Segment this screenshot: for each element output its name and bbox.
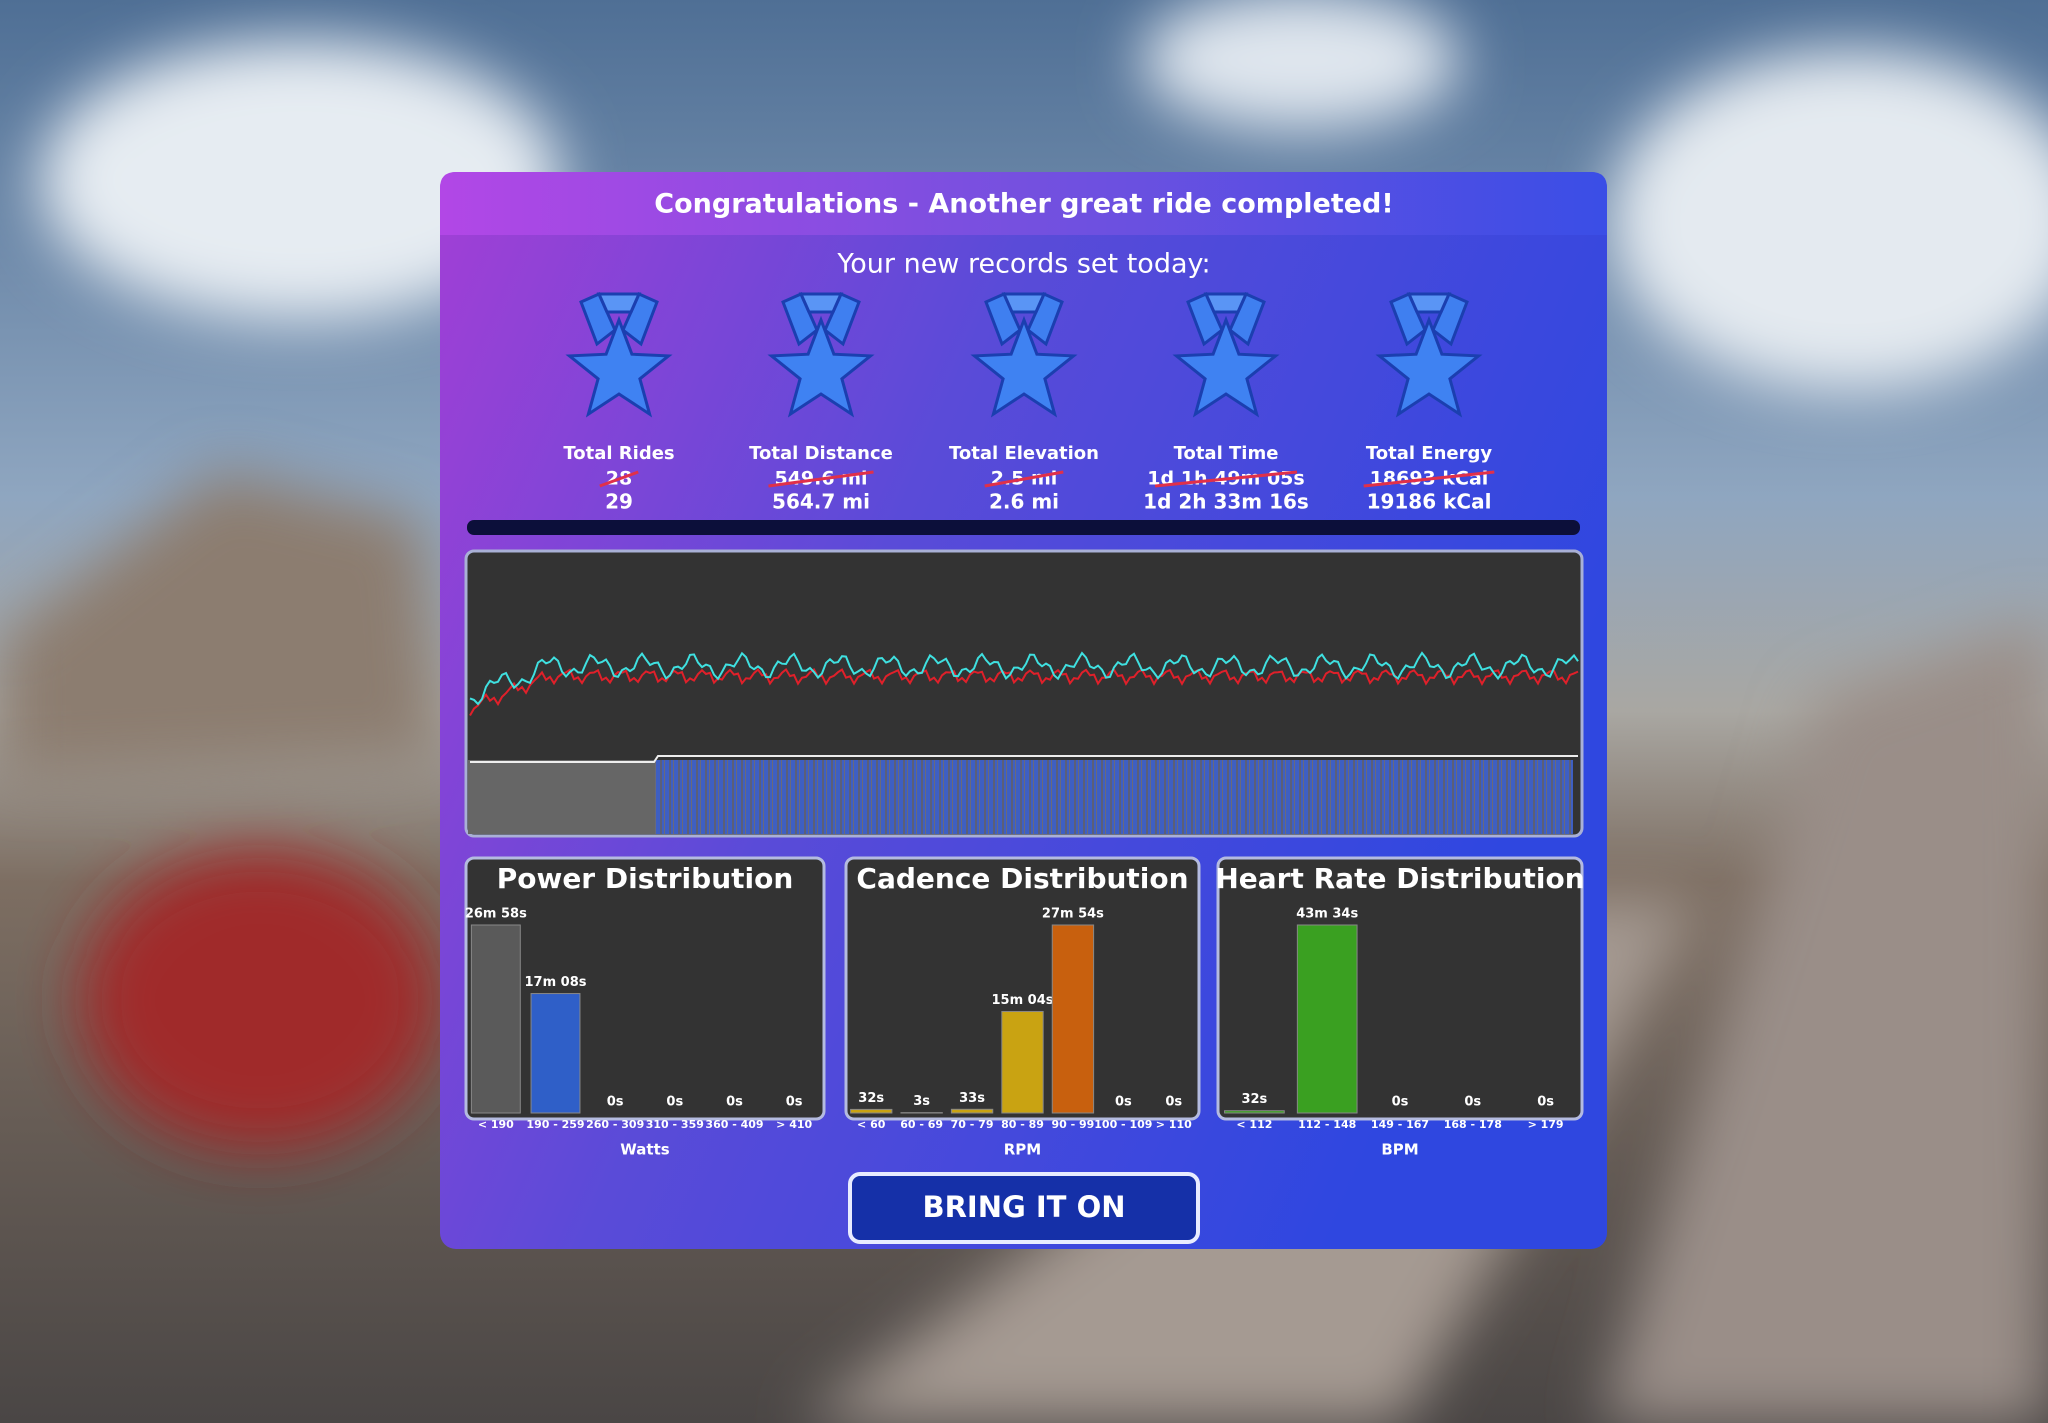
power-trace — [469, 651, 1579, 706]
bar-value-label: 33s — [959, 1091, 985, 1106]
elevation-profile — [655, 760, 1573, 834]
category-label: 80 - 89 — [1001, 1118, 1044, 1131]
category-label: 149 - 167 — [1371, 1118, 1429, 1131]
category-label: > 110 — [1156, 1118, 1192, 1131]
category-label: < 112 — [1236, 1118, 1272, 1131]
chart-title: Power Distribution — [497, 862, 794, 895]
bar-value-label: 15m 04s — [992, 993, 1054, 1008]
bar-value-label: 17m 08s — [525, 975, 587, 990]
record-label: Total Rides — [563, 443, 674, 464]
bar-value-label: 0s — [786, 1095, 803, 1110]
bar-value-label: 0s — [1537, 1095, 1554, 1110]
bar-value-label: 32s — [1241, 1092, 1267, 1107]
strikethrough — [984, 470, 1064, 488]
category-label: 112 - 148 — [1298, 1118, 1356, 1131]
category-label: 190 - 259 — [526, 1118, 584, 1131]
distribution-chart: Power Distribution 26m 58s < 190 17m 08s 190… — [464, 856, 826, 1159]
bar — [530, 993, 581, 1114]
bar — [850, 1108, 893, 1114]
distribution-chart: Cadence Distribution 32s < 60 3s 60 - 69 33s 7… — [844, 856, 1201, 1159]
bar-value-label: 26m 58s — [465, 907, 527, 922]
category-label: 90 - 99 — [1052, 1118, 1095, 1131]
strikethrough — [1154, 470, 1298, 488]
bar-value-label: 27m 54s — [1042, 907, 1104, 922]
category-label: < 60 — [857, 1118, 886, 1131]
bring-it-on-button[interactable] — [848, 1172, 1200, 1244]
category-label: > 410 — [776, 1118, 812, 1131]
record-new-value: 564.7 mi — [772, 490, 870, 514]
category-label: < 190 — [478, 1118, 514, 1131]
bar-value-label: 0s — [1464, 1095, 1481, 1110]
bar — [1296, 924, 1358, 1114]
record-label: Total Elevation — [949, 443, 1099, 464]
ride-graph — [464, 549, 1584, 838]
chart-title: Cadence Distribution — [856, 862, 1188, 895]
category-label: > 179 — [1528, 1118, 1564, 1131]
category-label: 60 - 69 — [900, 1118, 943, 1131]
record-label: Total Distance — [749, 443, 893, 464]
record-new-value: 1d 2h 33m 16s — [1143, 490, 1309, 514]
record-new-value: 2.6 mi — [989, 490, 1059, 514]
record-new-value: 29 — [605, 490, 633, 514]
bar-value-label: 0s — [1115, 1095, 1132, 1110]
elevation-start — [468, 760, 655, 834]
distribution-charts: Power Distribution 26m 58s < 190 17m 08s 190… — [464, 856, 1585, 1159]
category-label: 70 - 79 — [951, 1118, 994, 1131]
bar — [470, 924, 521, 1114]
chart-frame — [844, 856, 1201, 1121]
elevation-trace — [470, 755, 1578, 763]
bar-value-label: 3s — [913, 1094, 930, 1109]
chart-title: Heart Rate Distribution — [1215, 862, 1584, 895]
bar-value-label: 0s — [607, 1095, 624, 1110]
header-title: Congratulations - Another great ride com… — [654, 189, 1393, 220]
bar-value-label: 0s — [666, 1095, 683, 1110]
strikethrough — [768, 470, 874, 488]
bar — [1051, 924, 1095, 1114]
bar — [950, 1108, 994, 1114]
category-label: 168 - 178 — [1444, 1118, 1502, 1131]
bar-value-label: 0s — [1392, 1095, 1409, 1110]
bar-value-label: 0s — [1165, 1095, 1182, 1110]
strikethrough — [1363, 470, 1495, 488]
record-label: Total Energy — [1366, 443, 1493, 464]
button-label[interactable]: BRING IT ON — [923, 1190, 1126, 1224]
header-bar — [440, 172, 1607, 235]
bar-value-label: 0s — [726, 1095, 743, 1110]
x-axis-label: RPM — [1004, 1141, 1041, 1159]
record-label: Total Time — [1174, 443, 1279, 464]
bar-value-label: 43m 34s — [1296, 907, 1358, 922]
x-axis-label: Watts — [620, 1141, 669, 1159]
category-label: 260 - 309 — [586, 1118, 644, 1131]
records-heading: Your new records set today: — [836, 249, 1210, 280]
records-row: Total Rides2829Total Distance549.6 mi564… — [563, 292, 1495, 514]
progress-bar — [467, 520, 1580, 535]
chart-frame — [1216, 856, 1584, 1121]
strikethrough — [599, 470, 639, 488]
x-axis-label: BPM — [1381, 1141, 1418, 1159]
category-label: 100 - 109 — [1094, 1118, 1152, 1131]
bar — [1224, 1110, 1285, 1114]
distribution-chart: Heart Rate Distribution 32s < 112 43m 34s 11… — [1215, 856, 1585, 1159]
record-new-value: 19186 kCal — [1367, 490, 1492, 514]
bar-value-label: 32s — [858, 1091, 884, 1106]
bar — [1001, 1010, 1044, 1114]
category-label: 360 - 409 — [705, 1118, 763, 1131]
category-label: 310 - 359 — [646, 1118, 704, 1131]
